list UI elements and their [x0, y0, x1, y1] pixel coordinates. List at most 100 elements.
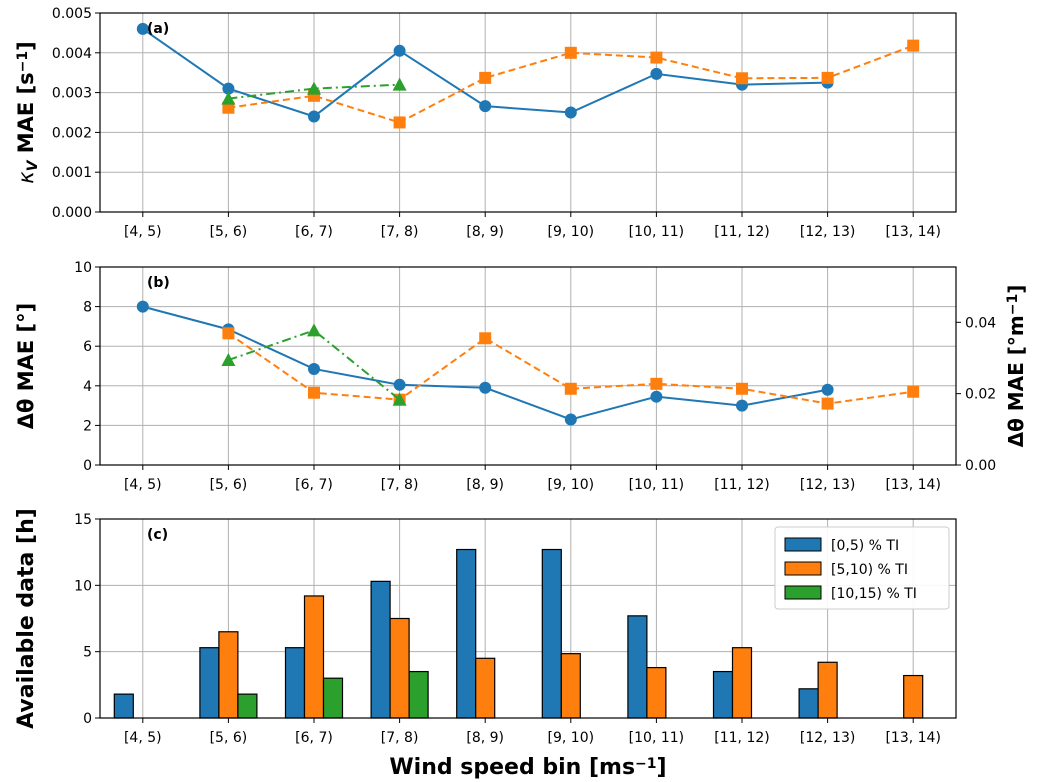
panel-a-frame — [99, 12, 957, 213]
panel-c-bar-1-2 — [303, 595, 325, 719]
panel-c-x-tick-label-9: [13, 14) — [885, 730, 940, 746]
panel-a-x-ticks: [4, 5) [5, 6) [6, 7) [7, 8) [8, 9) [9, 10) [10… — [124, 212, 941, 240]
panel-b-series-0-point-2 — [308, 362, 320, 375]
panel-b-series-0-point-8 — [821, 383, 834, 396]
panel-c-frame — [99, 518, 957, 719]
panel-b-y-tick-label-3: 6 — [83, 339, 92, 355]
panel-b-series-1-point-7 — [736, 382, 748, 395]
panel-c-bar-0-6 — [627, 615, 648, 719]
panel-b-series-1-point-8 — [821, 397, 834, 410]
panel-c-x-tick-label-1: [5, 6) — [210, 730, 248, 746]
panel-b-series — [136, 300, 920, 426]
panel-a-series-0-point-5 — [564, 106, 577, 119]
panel-b-x-tick-label-7: [11, 12) — [714, 477, 769, 493]
panel-c: [4, 5) [5, 6) [6, 7) [7, 8) [8, 9) [9, 10) [10… — [14, 508, 957, 780]
panel-c-bar-0-8 — [798, 688, 819, 719]
panel-c-bar-1-1 — [218, 631, 239, 719]
panel-c-y-axis-label: Available data [h] — [14, 508, 39, 729]
panel-b-x-tick-label-8: [12, 13) — [800, 477, 855, 493]
panel-b-x-tick-label-4: [8, 9) — [466, 477, 504, 493]
panel-b-series-0-point-3 — [393, 378, 406, 391]
panel-b-x-tick-label-1: [5, 6) — [210, 477, 248, 493]
panel-a-y-axis-label: κV MAE [s−1] — [14, 41, 41, 184]
panel-b-series-2-point-3 — [392, 392, 407, 406]
panel-b-y-tick-label-5: 10 — [74, 260, 92, 276]
panel-a-series-2-point-1 — [221, 91, 236, 105]
panel-b-y-ticks: 0 2 4 6 8 10 — [74, 260, 100, 474]
panel-b-series-1-line — [227, 332, 914, 405]
panel-a-y-label-text: MAE [s — [14, 72, 38, 160]
panel-a-series-0-point-2 — [308, 110, 320, 123]
panel-c-bar-1-4 — [475, 657, 496, 719]
legend-label-1: [5,10) % TI — [831, 562, 908, 578]
panel-c-bar-0-0 — [113, 693, 134, 719]
legend-swatch-2 — [784, 585, 822, 600]
panel-b-series-2-point-1 — [221, 353, 236, 367]
panel-a-series-1-point-1 — [222, 101, 235, 114]
panel-a-y-label-symbol: κ — [14, 171, 38, 184]
panel-b: [4, 5) [5, 6) [6, 7) [7, 8) [8, 9) [9, 10) [10… — [14, 260, 1028, 493]
panel-b-series-1-point-4 — [479, 332, 492, 345]
panel-a-y-tick-label-4: 0.004 — [52, 46, 92, 62]
panel-c-label: (c) — [147, 527, 168, 543]
panel-c-y-ticks: 0 5 10 15 — [74, 512, 100, 727]
panel-c-y-tick-label-3: 15 — [74, 512, 92, 528]
panel-b-series-2-point-2 — [307, 323, 321, 337]
panel-c-y-tick-label-2: 10 — [74, 578, 92, 594]
panel-a-series-0-point-0 — [136, 22, 149, 35]
panel-c-bar-1-9 — [903, 674, 924, 719]
panel-b-y-axis-label: Δθ MAE [°] — [14, 303, 38, 430]
panel-c-bar-2-3 — [408, 670, 429, 719]
panel-b-series-1-point-1 — [222, 327, 235, 340]
panel-a-y-tick-label-2: 0.002 — [52, 125, 92, 141]
panel-a-series-2-point-2 — [307, 81, 321, 95]
panel-a-series-1-point-7 — [736, 72, 748, 85]
panel-a-x-tick-label-9: [13, 14) — [885, 224, 940, 240]
legend-label-0: [0,5) % TI — [831, 538, 899, 554]
panel-a: [4, 5) [5, 6) [6, 7) [7, 8) [8, 9) [9, 10) [10… — [14, 6, 957, 240]
panel-a-x-tick-label-3: [7, 8) — [381, 224, 419, 240]
panel-b-series-1-point-6 — [650, 377, 663, 390]
panel-b-y-tick-label-1: 2 — [83, 418, 92, 434]
panel-b-y-tick-label-4: 8 — [83, 300, 92, 316]
panel-a-x-tick-label-5: [9, 10) — [548, 224, 595, 240]
panel-c-x-ticks: [4, 5) [5, 6) [6, 7) [7, 8) [8, 9) [9, 10) [10… — [124, 718, 941, 746]
panel-a-y-label-subscript: V — [25, 159, 41, 171]
panel-b-series-0-point-4 — [479, 381, 492, 394]
legend-swatch-0 — [784, 537, 822, 552]
panel-c-x-tick-label-4: [8, 9) — [466, 730, 504, 746]
legend-label-2: [10,15) % TI — [831, 586, 917, 602]
panel-b-y-tick-label-0: 0 — [83, 458, 92, 474]
panel-c-x-tick-label-2: [6, 7) — [295, 730, 333, 746]
panel-c-bar-0-2 — [284, 647, 306, 719]
panel-b-label: (b) — [147, 275, 170, 291]
panel-a-series — [136, 22, 920, 129]
panel-b-x-tick-label-5: [9, 10) — [548, 477, 595, 493]
panel-b-x-ticks: [4, 5) [5, 6) [6, 7) [7, 8) [8, 9) [9, 10) [10… — [124, 465, 941, 493]
panel-b-series-0-point-5 — [564, 413, 577, 426]
panel-a-x-tick-label-1: [5, 6) — [210, 224, 248, 240]
panel-b-right-y-tick-label-2: 0.04 — [965, 315, 996, 331]
panel-a-y-label-superscript: −1 — [15, 51, 31, 72]
panel-c-bar-1-7 — [731, 647, 753, 719]
panel-a-y-tick-label-1: 0.001 — [52, 165, 92, 181]
panel-a-x-tick-label-4: [8, 9) — [466, 224, 504, 240]
panel-a-series-0-point-1 — [222, 82, 235, 95]
panel-a-x-tick-label-7: [11, 12) — [714, 224, 769, 240]
panel-a-series-1-point-6 — [650, 51, 663, 64]
panel-b-y-tick-label-2: 4 — [83, 379, 92, 395]
panel-b-series-1-point-2 — [308, 386, 320, 399]
panel-a-x-tick-label-0: [4, 5) — [124, 224, 162, 240]
x-axis-label-text: Wind speed bin [ms — [389, 755, 635, 780]
legend-swatch-1 — [784, 561, 822, 576]
panel-a-x-tick-label-2: [6, 7) — [295, 224, 333, 240]
panel-c-bar-0-5 — [541, 548, 562, 719]
panel-c-y-tick-label-0: 0 — [83, 711, 92, 727]
panel-b-right-y-label-superscript: −1 — [1005, 294, 1021, 315]
panel-b-x-tick-label-9: [13, 14) — [885, 477, 940, 493]
panel-c-bar-1-6 — [646, 666, 667, 719]
panel-c-bar-1-3 — [389, 617, 410, 719]
panel-c-bar-2-1 — [237, 693, 258, 719]
panel-c-bar-0-1 — [199, 647, 220, 719]
